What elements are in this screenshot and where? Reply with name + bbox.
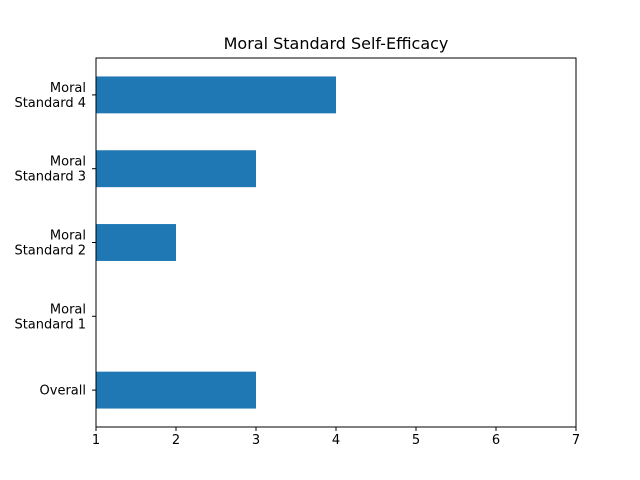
bars-group (96, 76, 336, 409)
x-tick-label: 3 (252, 433, 260, 448)
y-tick-label: Moral Standard 4 (14, 81, 86, 111)
bar-3 (96, 150, 256, 188)
x-tick-label: 4 (332, 433, 340, 448)
bar-4 (96, 76, 336, 114)
y-tick-label: Overall (40, 384, 86, 399)
y-tick-label: Moral Standard 2 (14, 229, 86, 259)
chart-title: Moral Standard Self-Efficacy (224, 34, 449, 53)
bar-0 (96, 371, 256, 409)
x-axis: 1 2 3 4 5 6 7 (92, 427, 580, 448)
x-tick-label: 6 (492, 433, 500, 448)
x-tick-label: 7 (572, 433, 580, 448)
y-tick-label: Moral Standard 1 (14, 302, 86, 332)
x-tick-label: 2 (172, 433, 180, 448)
y-axis: Overall Moral Standard 1 Moral Standard 2 Mor… (14, 81, 96, 399)
plot-frame (95, 57, 577, 428)
x-tick-label: 5 (412, 433, 420, 448)
bar-2 (96, 224, 176, 261)
x-tick-label: 1 (92, 433, 100, 448)
y-tick-label: Moral Standard 3 (14, 155, 86, 185)
